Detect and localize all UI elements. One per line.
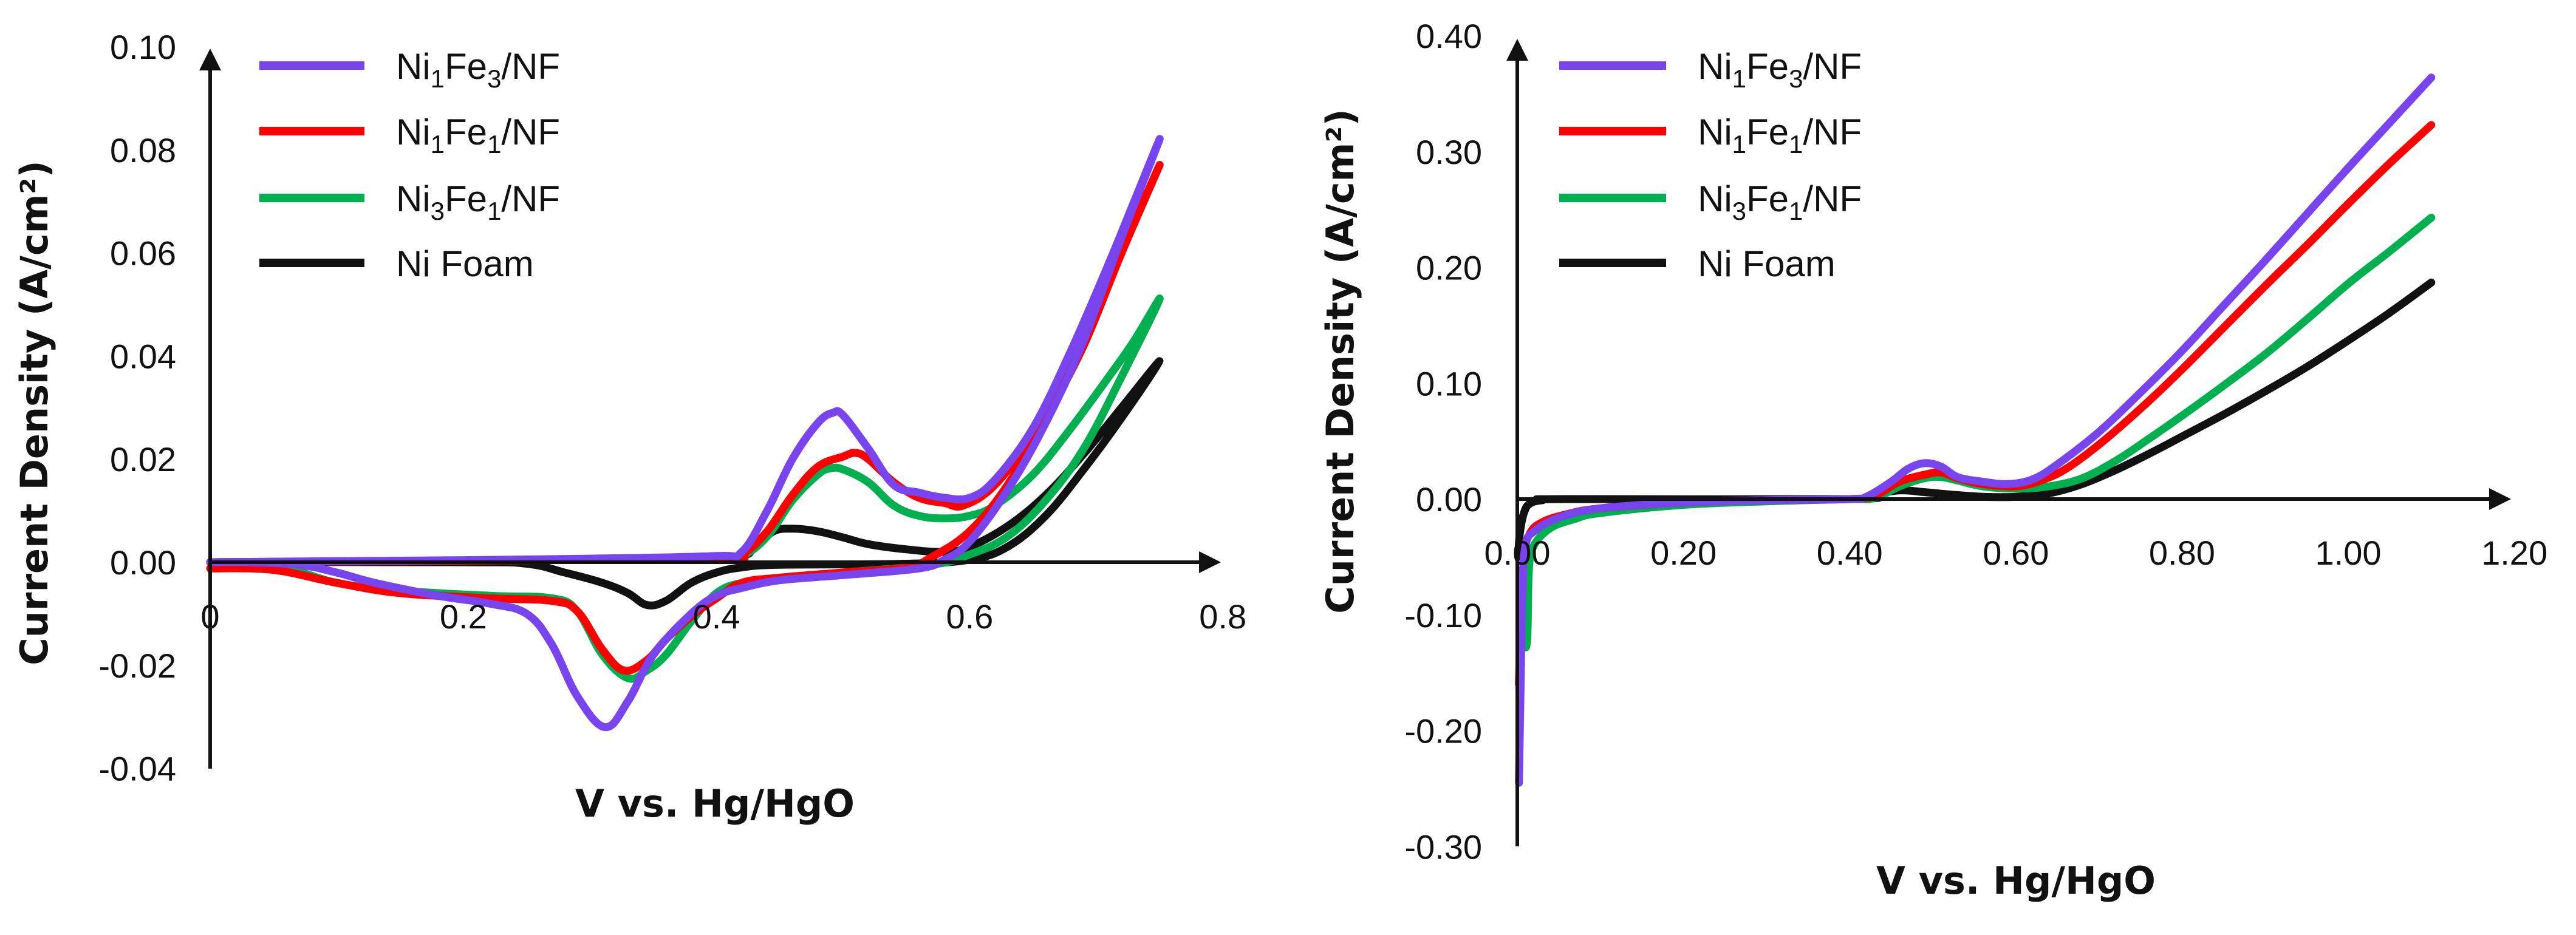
cv-legend-label: Ni1Fe3/NF	[396, 46, 560, 93]
cv-legend-item: Ni3Fe1/NF	[259, 178, 560, 225]
lsv-legend: Ni1Fe3/NF Ni1Fe1/NF Ni3Fe1/NF Ni Foam	[1559, 46, 1862, 284]
cv-legend-item: Ni1Fe3/NF	[259, 46, 560, 93]
cv-x-axis-title: V vs. Hg/HgO	[575, 781, 855, 826]
lsv-y-tick-label: 0.40	[1416, 17, 1482, 55]
lsv-legend-item: Ni1Fe3/NF	[1559, 46, 1862, 93]
cv-x-tick-label: 0.4	[693, 597, 740, 636]
cv-y-tick-label: -0.04	[98, 750, 176, 788]
lsv-series-ni1fe3-nf	[1515, 73, 2436, 787]
cv-y-tick-label: -0.02	[98, 647, 176, 685]
cv-legend-item: Ni1Fe1/NF	[259, 112, 560, 158]
cv-y-axis-title: Current Density (A/cm²)	[12, 160, 56, 665]
lsv-legend-label: Ni3Fe1/NF	[1698, 178, 1862, 225]
cv-y-tick-label: 0.04	[110, 337, 176, 375]
cv-series-group	[206, 135, 1164, 732]
lsv-legend-item: Ni3Fe1/NF	[1559, 178, 1862, 225]
cv-y-tick-label: 0.00	[110, 543, 176, 582]
cv-y-tick-label: 0.10	[110, 28, 176, 66]
lsv-chart: 0.400.300.200.100.00-0.10-0.20-0.30 0.00…	[1318, 17, 2547, 903]
lsv-legend-label: Ni Foam	[1698, 243, 1836, 284]
lsv-x-tick-label: 1.00	[2315, 534, 2382, 572]
lsv-y-tick-label: -0.10	[1404, 596, 1482, 634]
lsv-series-ni1fe1-nf	[1515, 121, 2436, 688]
lsv-x-tick-label: 0.20	[1650, 534, 1717, 572]
lsv-y-tick-label: 0.00	[1416, 480, 1482, 518]
cv-series-ni-foam	[206, 357, 1164, 610]
lsv-series-ni3fe1-nf	[1515, 214, 2436, 651]
cv-x-tick-label: 0.8	[1199, 597, 1246, 636]
cv-y-tick-label: 0.08	[110, 131, 176, 169]
lsv-x-tick-labels: 0.00 0.20 0.40 0.60 0.80 1.00 1.20	[1484, 534, 2548, 572]
lsv-y-tick-label: 0.10	[1416, 364, 1482, 403]
cv-x-tick-label: 0.2	[440, 597, 487, 636]
lsv-x-tick-label: 0.80	[2149, 534, 2215, 572]
lsv-y-tick-labels: 0.40 0.30 0.20 0.10 0.00 -0.10 -0.20 -0.30	[1404, 17, 1482, 866]
lsv-x-tick-label: 1.20	[2481, 534, 2547, 572]
cv-legend-item: Ni Foam	[259, 243, 534, 284]
lsv-x-tick-label: 0.60	[1983, 534, 2049, 572]
lsv-legend-item: Ni Foam	[1559, 243, 1836, 284]
lsv-y-tick-label: 0.20	[1416, 249, 1482, 287]
lsv-x-tick-label: 0.00	[1484, 534, 1551, 572]
cv-y-tick-label: 0.02	[110, 440, 176, 478]
cv-legend-label: Ni3Fe1/NF	[396, 178, 560, 225]
cv-y-tick-label: 0.06	[110, 234, 176, 273]
cv-x-tick-labels: 0 0.2 0.4 0.6 0.8	[200, 597, 1246, 636]
cv-y-tick-labels: 0.10 0.08 0.06 0.04 0.02 0.00 -0.02 -0.04	[98, 28, 176, 788]
lsv-legend-label: Ni1Fe1/NF	[1698, 112, 1862, 158]
lsv-legend-label: Ni1Fe3/NF	[1698, 46, 1862, 93]
lsv-legend-item: Ni1Fe1/NF	[1559, 112, 1862, 158]
cv-series-ni1fe3-nf	[206, 135, 1164, 732]
lsv-y-tick-label: 0.30	[1416, 133, 1482, 171]
cv-x-tick-label: 0	[200, 597, 219, 636]
lsv-series-ni-foam	[1514, 278, 2436, 561]
cv-x-tick-label: 0.6	[946, 597, 993, 636]
cv-legend: Ni1Fe3/NF Ni1Fe1/NF Ni3Fe1/NF Ni Foam	[259, 46, 560, 284]
lsv-x-axis-title: V vs. Hg/HgO	[1876, 858, 2156, 903]
lsv-y-axis-title: Current Density (A/cm²)	[1318, 109, 1362, 613]
cv-chart: 0.100.080.060.040.020.00-0.02-0.04 0 0.2 0…	[12, 28, 1246, 826]
lsv-y-tick-label: -0.30	[1404, 828, 1482, 866]
cv-legend-label: Ni Foam	[396, 243, 534, 284]
lsv-x-tick-label: 0.40	[1817, 534, 1883, 572]
lsv-series-group	[1514, 73, 2436, 787]
lsv-y-tick-label: -0.20	[1404, 712, 1482, 750]
cv-series-ni1fe1-nf	[206, 161, 1164, 675]
cv-legend-label: Ni1Fe1/NF	[396, 112, 560, 158]
